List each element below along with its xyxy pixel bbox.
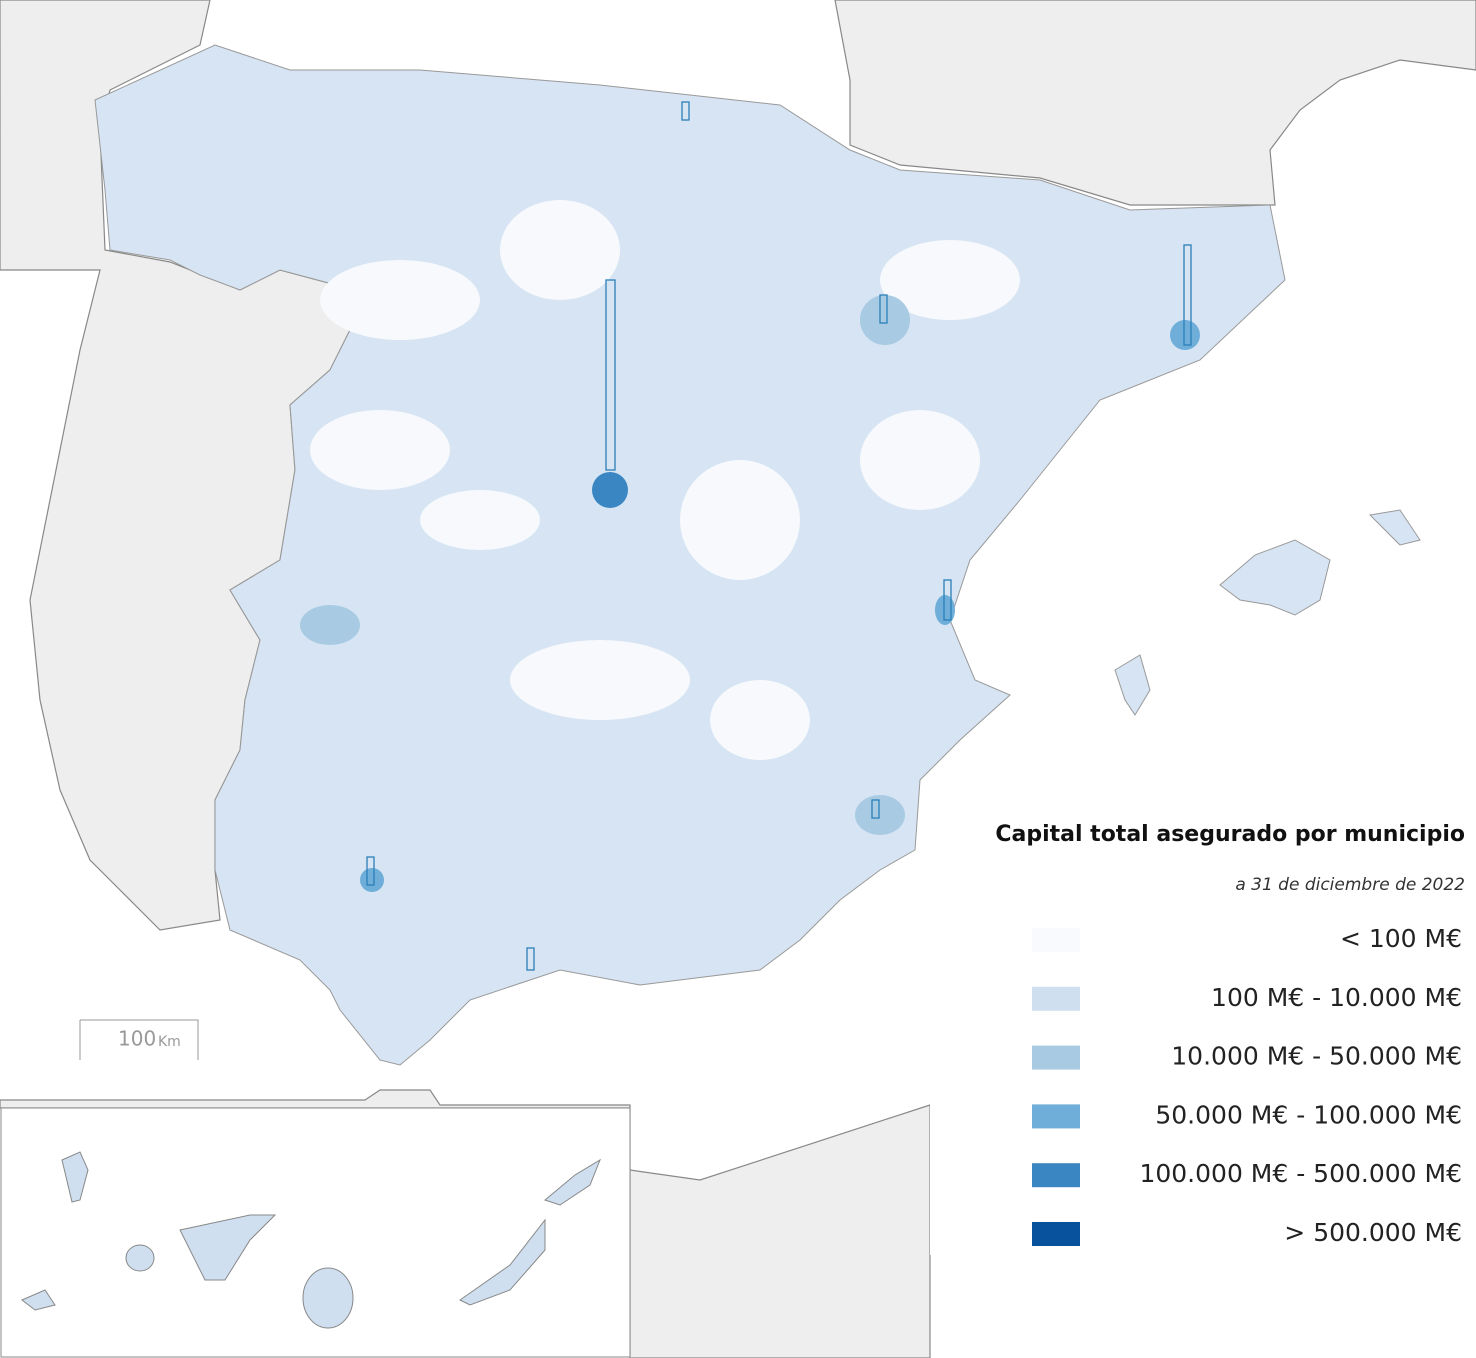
- legend-swatch: [1032, 928, 1080, 952]
- high-value-areas: [300, 295, 1200, 892]
- france: [834, 0, 1476, 206]
- legend-swatch: [1032, 1222, 1080, 1246]
- scale-value: 100: [118, 1027, 156, 1051]
- legend-swatch: [1032, 1045, 1080, 1070]
- scale-bar: [79, 1019, 199, 1060]
- legend-swatch: [1032, 986, 1080, 1011]
- low-value-areas: [310, 200, 1020, 760]
- legend-label: 100.000 M€ - 500.000 M€: [1139, 1159, 1462, 1188]
- menorca: [1368, 509, 1421, 546]
- scale-unit: Km: [158, 1034, 181, 1050]
- legend-subtitle: a 31 de diciembre de 2022: [1235, 875, 1465, 895]
- legend-label: 10.000 M€ - 50.000 M€: [1171, 1042, 1462, 1071]
- legend-swatch: [1032, 1163, 1080, 1188]
- legend-title: Capital total asegurado por municipio: [995, 822, 1465, 847]
- legend-label: < 100 M€: [1340, 924, 1462, 953]
- canary-islands: [21, 1151, 602, 1329]
- ibiza: [1114, 654, 1151, 716]
- legend: Capital total asegurado por municipio a …: [930, 805, 1476, 1255]
- bar-glyphs: [366, 101, 1192, 971]
- mallorca: [1219, 539, 1331, 616]
- legend-swatch: [1032, 1104, 1080, 1129]
- legend-label: 100 M€ - 10.000 M€: [1211, 983, 1462, 1012]
- legend-label: 50.000 M€ - 100.000 M€: [1155, 1100, 1462, 1129]
- legend-background: [930, 805, 1476, 1255]
- legend-label: > 500.000 M€: [1284, 1218, 1462, 1247]
